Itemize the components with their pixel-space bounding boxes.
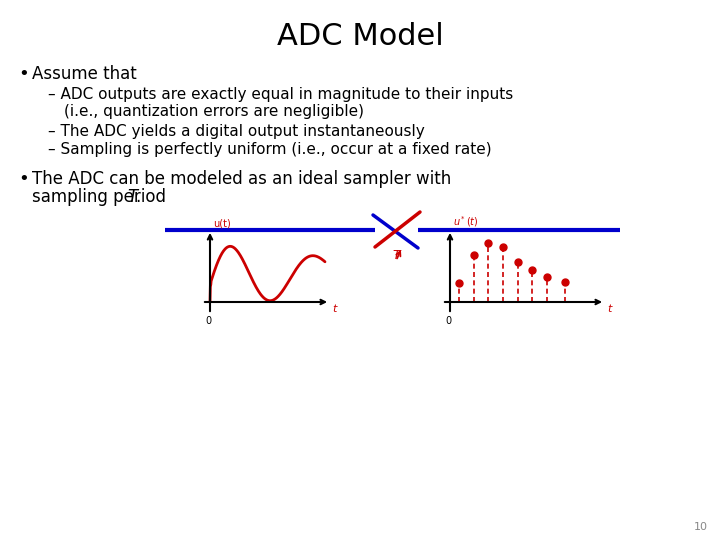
Text: t: t <box>607 304 611 314</box>
Text: •: • <box>18 65 29 83</box>
Text: •: • <box>18 170 29 188</box>
Text: 0: 0 <box>445 316 451 326</box>
Text: T: T <box>127 188 137 206</box>
Text: – The ADC yields a digital output instantaneously: – The ADC yields a digital output instan… <box>48 124 425 139</box>
Text: $u^*(t)$: $u^*(t)$ <box>453 214 479 229</box>
Text: – ADC outputs are exactly equal in magnitude to their inputs: – ADC outputs are exactly equal in magni… <box>48 87 513 102</box>
Text: (i.e., quantization errors are negligible): (i.e., quantization errors are negligibl… <box>64 104 364 119</box>
Text: 10: 10 <box>694 522 708 532</box>
Text: The ADC can be modeled as an ideal sampler with: The ADC can be modeled as an ideal sampl… <box>32 170 451 188</box>
Text: ADC Model: ADC Model <box>276 22 444 51</box>
Text: – Sampling is perfectly uniform (i.e., occur at a fixed rate): – Sampling is perfectly uniform (i.e., o… <box>48 142 492 157</box>
Text: 0: 0 <box>205 316 211 326</box>
Text: u(t): u(t) <box>213 219 230 229</box>
Text: .: . <box>135 188 140 206</box>
Text: t: t <box>332 304 336 314</box>
Text: sampling period: sampling period <box>32 188 171 206</box>
Text: T: T <box>392 249 400 262</box>
Text: Assume that: Assume that <box>32 65 137 83</box>
